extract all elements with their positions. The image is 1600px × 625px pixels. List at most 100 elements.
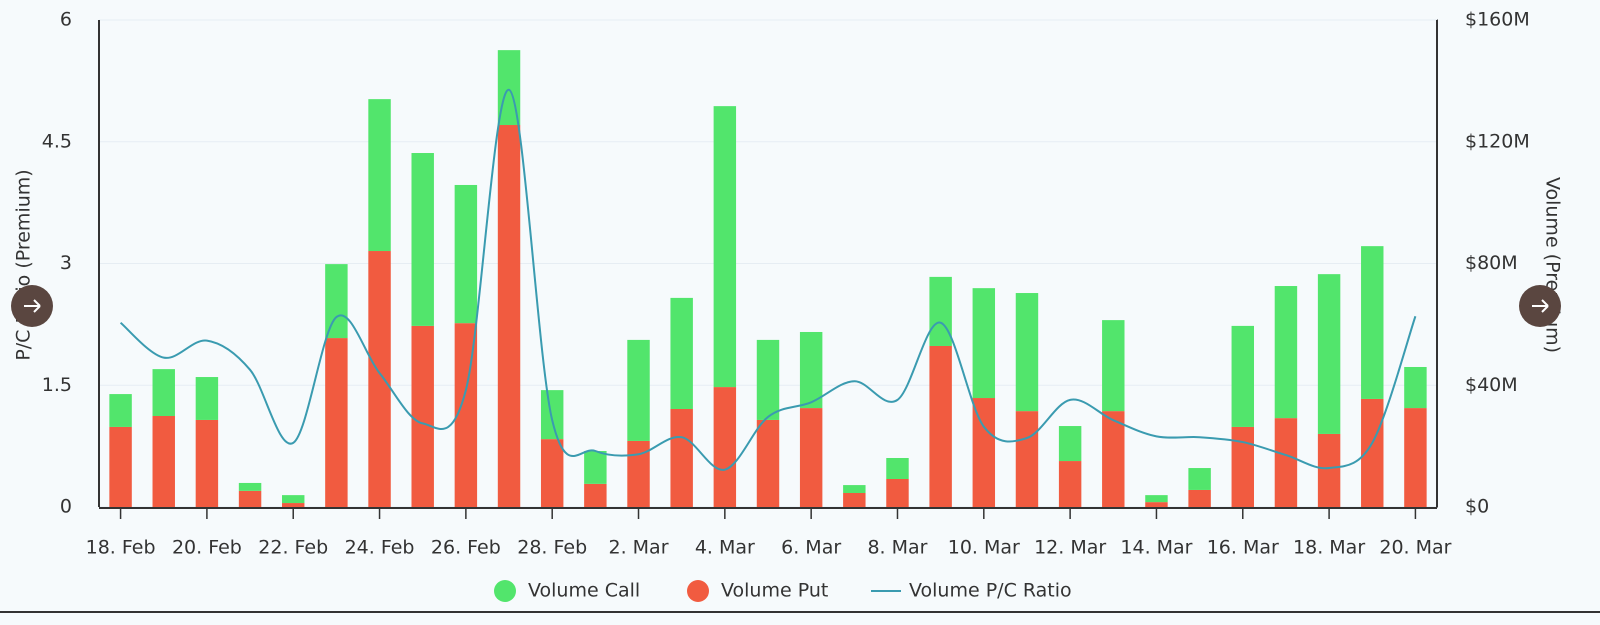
- x-tick-label: 26. Feb: [431, 537, 501, 559]
- bar: [1361, 246, 1384, 399]
- bar: [1404, 366, 1427, 409]
- bar: [1015, 293, 1039, 412]
- bar: [1231, 325, 1254, 427]
- ratio-line: [119, 88, 1417, 471]
- bar: [540, 439, 564, 507]
- y2-tick-label: $120M: [1465, 130, 1530, 152]
- x-tick-label: 4. Mar: [695, 537, 755, 559]
- bar: [1102, 320, 1125, 412]
- x-tick-label: 18. Feb: [86, 537, 156, 559]
- arrow-icon: [1532, 299, 1549, 313]
- bar: [713, 106, 737, 388]
- y-axis-title: P/C Ratio (Premium): [13, 169, 35, 360]
- bar: [325, 264, 348, 339]
- legend-label: Volume Put: [721, 580, 828, 602]
- bar: [368, 99, 391, 252]
- bar: [454, 323, 478, 507]
- bar: [1274, 418, 1298, 507]
- bar: [584, 483, 607, 507]
- y-tick-label: 1.5: [42, 374, 72, 396]
- bar: [799, 408, 823, 507]
- bar: [1404, 408, 1427, 507]
- bar: [972, 288, 996, 399]
- bar: [1231, 426, 1254, 507]
- bar: [411, 153, 434, 326]
- x-tick-label: 12. Mar: [1034, 537, 1106, 559]
- y-tick-label: 4.5: [42, 130, 72, 152]
- bar: [282, 503, 305, 507]
- legend-label: Volume P/C Ratio: [909, 580, 1072, 602]
- bar: [1145, 495, 1168, 503]
- bar: [238, 490, 262, 507]
- x-tick-label: 24. Feb: [345, 537, 415, 559]
- bar: [886, 478, 909, 507]
- legend-marker: [494, 580, 516, 602]
- bar: [972, 398, 996, 507]
- bar: [713, 387, 737, 507]
- bar: [195, 377, 219, 420]
- x-tick-label: 16. Mar: [1207, 537, 1279, 559]
- bar: [454, 184, 478, 324]
- bar: [799, 331, 823, 409]
- next-button[interactable]: [1519, 285, 1561, 327]
- bar: [109, 394, 132, 427]
- bar: [497, 125, 521, 508]
- y-tick-label: 6: [60, 9, 72, 31]
- bar: [670, 297, 693, 409]
- bar: [843, 492, 866, 507]
- x-tick-label: 6. Mar: [781, 537, 841, 559]
- bar: [1015, 411, 1039, 507]
- bar: [843, 485, 866, 493]
- bar: [1058, 461, 1082, 507]
- x-tick-label: 14. Mar: [1120, 537, 1192, 559]
- legend-marker: [687, 580, 709, 602]
- legend-label: Volume Call: [528, 580, 640, 602]
- bar: [886, 457, 909, 479]
- x-tick-label: 8. Mar: [867, 537, 927, 559]
- x-tick-label: 20. Feb: [172, 537, 242, 559]
- bar: [1317, 433, 1341, 507]
- arrow-icon: [24, 299, 41, 313]
- bar: [756, 339, 780, 420]
- bar: [411, 325, 434, 507]
- y2-tick-label: $0: [1465, 496, 1489, 518]
- bar: [627, 339, 650, 441]
- x-tick-label: 18. Mar: [1293, 537, 1365, 559]
- y2-tick-label: $160M: [1465, 9, 1530, 31]
- bar: [238, 482, 262, 491]
- bar: [584, 450, 607, 484]
- bar: [929, 345, 952, 507]
- prev-button[interactable]: [11, 285, 53, 327]
- bar: [540, 390, 564, 440]
- bar: [1317, 274, 1341, 434]
- y-tick-label: 0: [60, 496, 72, 518]
- y2-tick-label: $40M: [1465, 374, 1518, 396]
- bar: [670, 408, 693, 507]
- x-tick-label: 10. Mar: [948, 537, 1020, 559]
- y2-axis-title: Volume (Premium): [1542, 177, 1564, 353]
- y2-tick-label: $80M: [1465, 252, 1518, 274]
- bar: [1188, 468, 1211, 490]
- bar: [756, 419, 780, 507]
- bar: [1188, 489, 1211, 507]
- bar: [152, 369, 175, 416]
- bar: [1145, 502, 1168, 507]
- bar: [325, 338, 348, 507]
- bar: [627, 440, 650, 507]
- x-tick-label: 22. Feb: [258, 537, 328, 559]
- bar: [1361, 398, 1384, 507]
- bar: [1274, 286, 1298, 419]
- bar: [1058, 426, 1082, 462]
- bar: [929, 276, 952, 346]
- bar: [368, 251, 391, 507]
- bar: [152, 415, 175, 507]
- bar: [282, 495, 305, 504]
- bar: [195, 419, 219, 507]
- bar: [109, 426, 132, 507]
- x-tick-label: 2. Mar: [609, 537, 669, 559]
- y-tick-label: 3: [60, 252, 72, 274]
- x-tick-label: 20. Mar: [1379, 537, 1451, 559]
- bar: [1102, 411, 1125, 507]
